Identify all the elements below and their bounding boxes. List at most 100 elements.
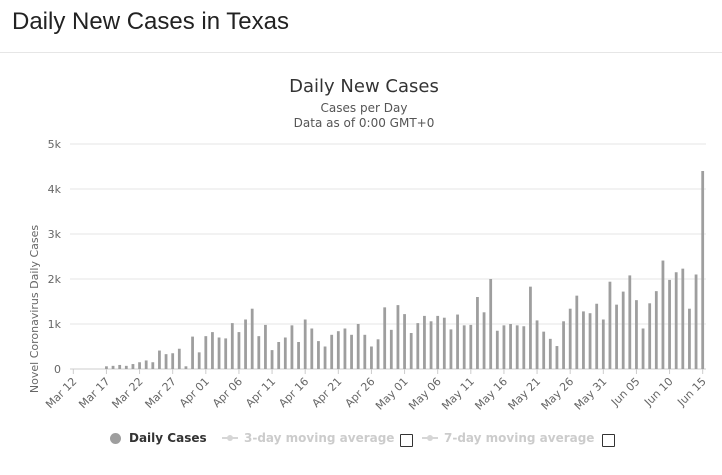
bar[interactable] — [509, 324, 512, 369]
bar[interactable] — [237, 332, 241, 369]
bar[interactable] — [363, 334, 367, 369]
bar[interactable] — [336, 331, 340, 369]
bar[interactable] — [562, 321, 565, 369]
bar[interactable] — [674, 272, 678, 369]
bar[interactable] — [403, 314, 406, 369]
bar[interactable] — [694, 274, 698, 370]
bar[interactable] — [482, 312, 486, 369]
bar[interactable] — [158, 350, 161, 369]
bar[interactable] — [495, 330, 499, 369]
bar[interactable] — [317, 341, 320, 369]
x-tick-label: Mar 12 — [43, 375, 79, 411]
bar[interactable] — [661, 260, 665, 369]
bar[interactable] — [409, 333, 413, 369]
bar[interactable] — [436, 315, 440, 369]
bar[interactable] — [555, 346, 559, 369]
legend-item-daily-cases[interactable]: Daily Cases — [110, 431, 207, 445]
page-title: Daily New Cases in Texas — [12, 8, 289, 35]
bar[interactable] — [489, 279, 493, 369]
bar[interactable] — [197, 352, 201, 369]
bar[interactable] — [502, 325, 506, 369]
bar[interactable] — [376, 339, 380, 369]
bar[interactable] — [323, 346, 327, 370]
bar[interactable] — [105, 366, 108, 369]
legend-item-3day-average[interactable]: 3-day moving average — [222, 431, 394, 445]
bar[interactable] — [648, 303, 652, 369]
bar[interactable] — [628, 275, 632, 369]
bar[interactable] — [449, 329, 453, 369]
bar[interactable] — [529, 286, 532, 369]
bar[interactable] — [138, 362, 141, 369]
bar[interactable] — [423, 315, 426, 369]
bar[interactable] — [211, 332, 214, 369]
bar[interactable] — [608, 281, 612, 369]
bar[interactable] — [582, 311, 585, 369]
bar[interactable] — [303, 319, 307, 370]
legend-label-3day-average: 3-day moving average — [244, 431, 395, 445]
bar[interactable] — [330, 334, 334, 369]
bar[interactable] — [641, 328, 645, 370]
bar[interactable] — [668, 279, 671, 369]
bar[interactable] — [151, 362, 155, 369]
bar[interactable] — [515, 325, 519, 369]
bar[interactable] — [595, 303, 599, 369]
bar[interactable] — [476, 297, 479, 369]
bar[interactable] — [230, 323, 234, 369]
bar[interactable] — [383, 307, 387, 369]
bar[interactable] — [548, 338, 552, 369]
bar[interactable] — [184, 366, 188, 369]
bar[interactable] — [264, 324, 267, 369]
legend-item-7day-average[interactable]: 7-day moving average — [422, 431, 594, 445]
bar[interactable] — [191, 336, 194, 369]
y-tick-label: 2k — [48, 273, 62, 286]
bar[interactable] — [217, 337, 221, 370]
bar[interactable] — [350, 334, 353, 369]
bar[interactable] — [456, 314, 459, 369]
bar[interactable] — [429, 321, 433, 369]
bar[interactable] — [118, 364, 122, 369]
checkbox-7day-average[interactable] — [602, 434, 615, 447]
bar[interactable] — [635, 300, 638, 369]
bar[interactable] — [469, 324, 473, 369]
bar[interactable] — [204, 336, 208, 369]
bar[interactable] — [462, 325, 466, 369]
bar[interactable] — [654, 291, 658, 369]
bar[interactable] — [535, 320, 539, 369]
checkbox-3day-average[interactable] — [400, 434, 413, 447]
bar[interactable] — [601, 319, 605, 370]
bar[interactable] — [297, 342, 300, 369]
bar[interactable] — [250, 308, 254, 369]
bar[interactable] — [356, 324, 360, 369]
bar[interactable] — [257, 336, 261, 369]
bar[interactable] — [270, 350, 274, 369]
bar[interactable] — [701, 171, 705, 369]
bar[interactable] — [396, 305, 400, 369]
bar[interactable] — [442, 317, 446, 369]
bar[interactable] — [290, 325, 294, 369]
bar[interactable] — [310, 328, 314, 370]
bar[interactable] — [588, 313, 592, 369]
bar[interactable] — [575, 295, 579, 369]
bar[interactable] — [681, 268, 685, 369]
bar[interactable] — [177, 348, 181, 369]
bar[interactable] — [224, 338, 228, 369]
bar[interactable] — [370, 346, 373, 370]
bar[interactable] — [171, 353, 175, 369]
bar[interactable] — [343, 328, 347, 370]
bar[interactable] — [542, 331, 546, 369]
bar[interactable] — [688, 308, 691, 369]
bar[interactable] — [389, 329, 393, 369]
bar[interactable] — [124, 365, 128, 369]
bar[interactable] — [621, 291, 625, 369]
bar[interactable] — [615, 304, 618, 369]
bar[interactable] — [164, 354, 168, 369]
bar[interactable] — [416, 323, 420, 369]
bar[interactable] — [244, 319, 247, 370]
bar[interactable] — [111, 365, 115, 369]
bar[interactable] — [277, 342, 281, 369]
bar[interactable] — [522, 326, 526, 369]
bar[interactable] — [131, 364, 135, 369]
bar[interactable] — [283, 337, 287, 370]
bar[interactable] — [568, 308, 572, 369]
bar[interactable] — [144, 360, 148, 369]
